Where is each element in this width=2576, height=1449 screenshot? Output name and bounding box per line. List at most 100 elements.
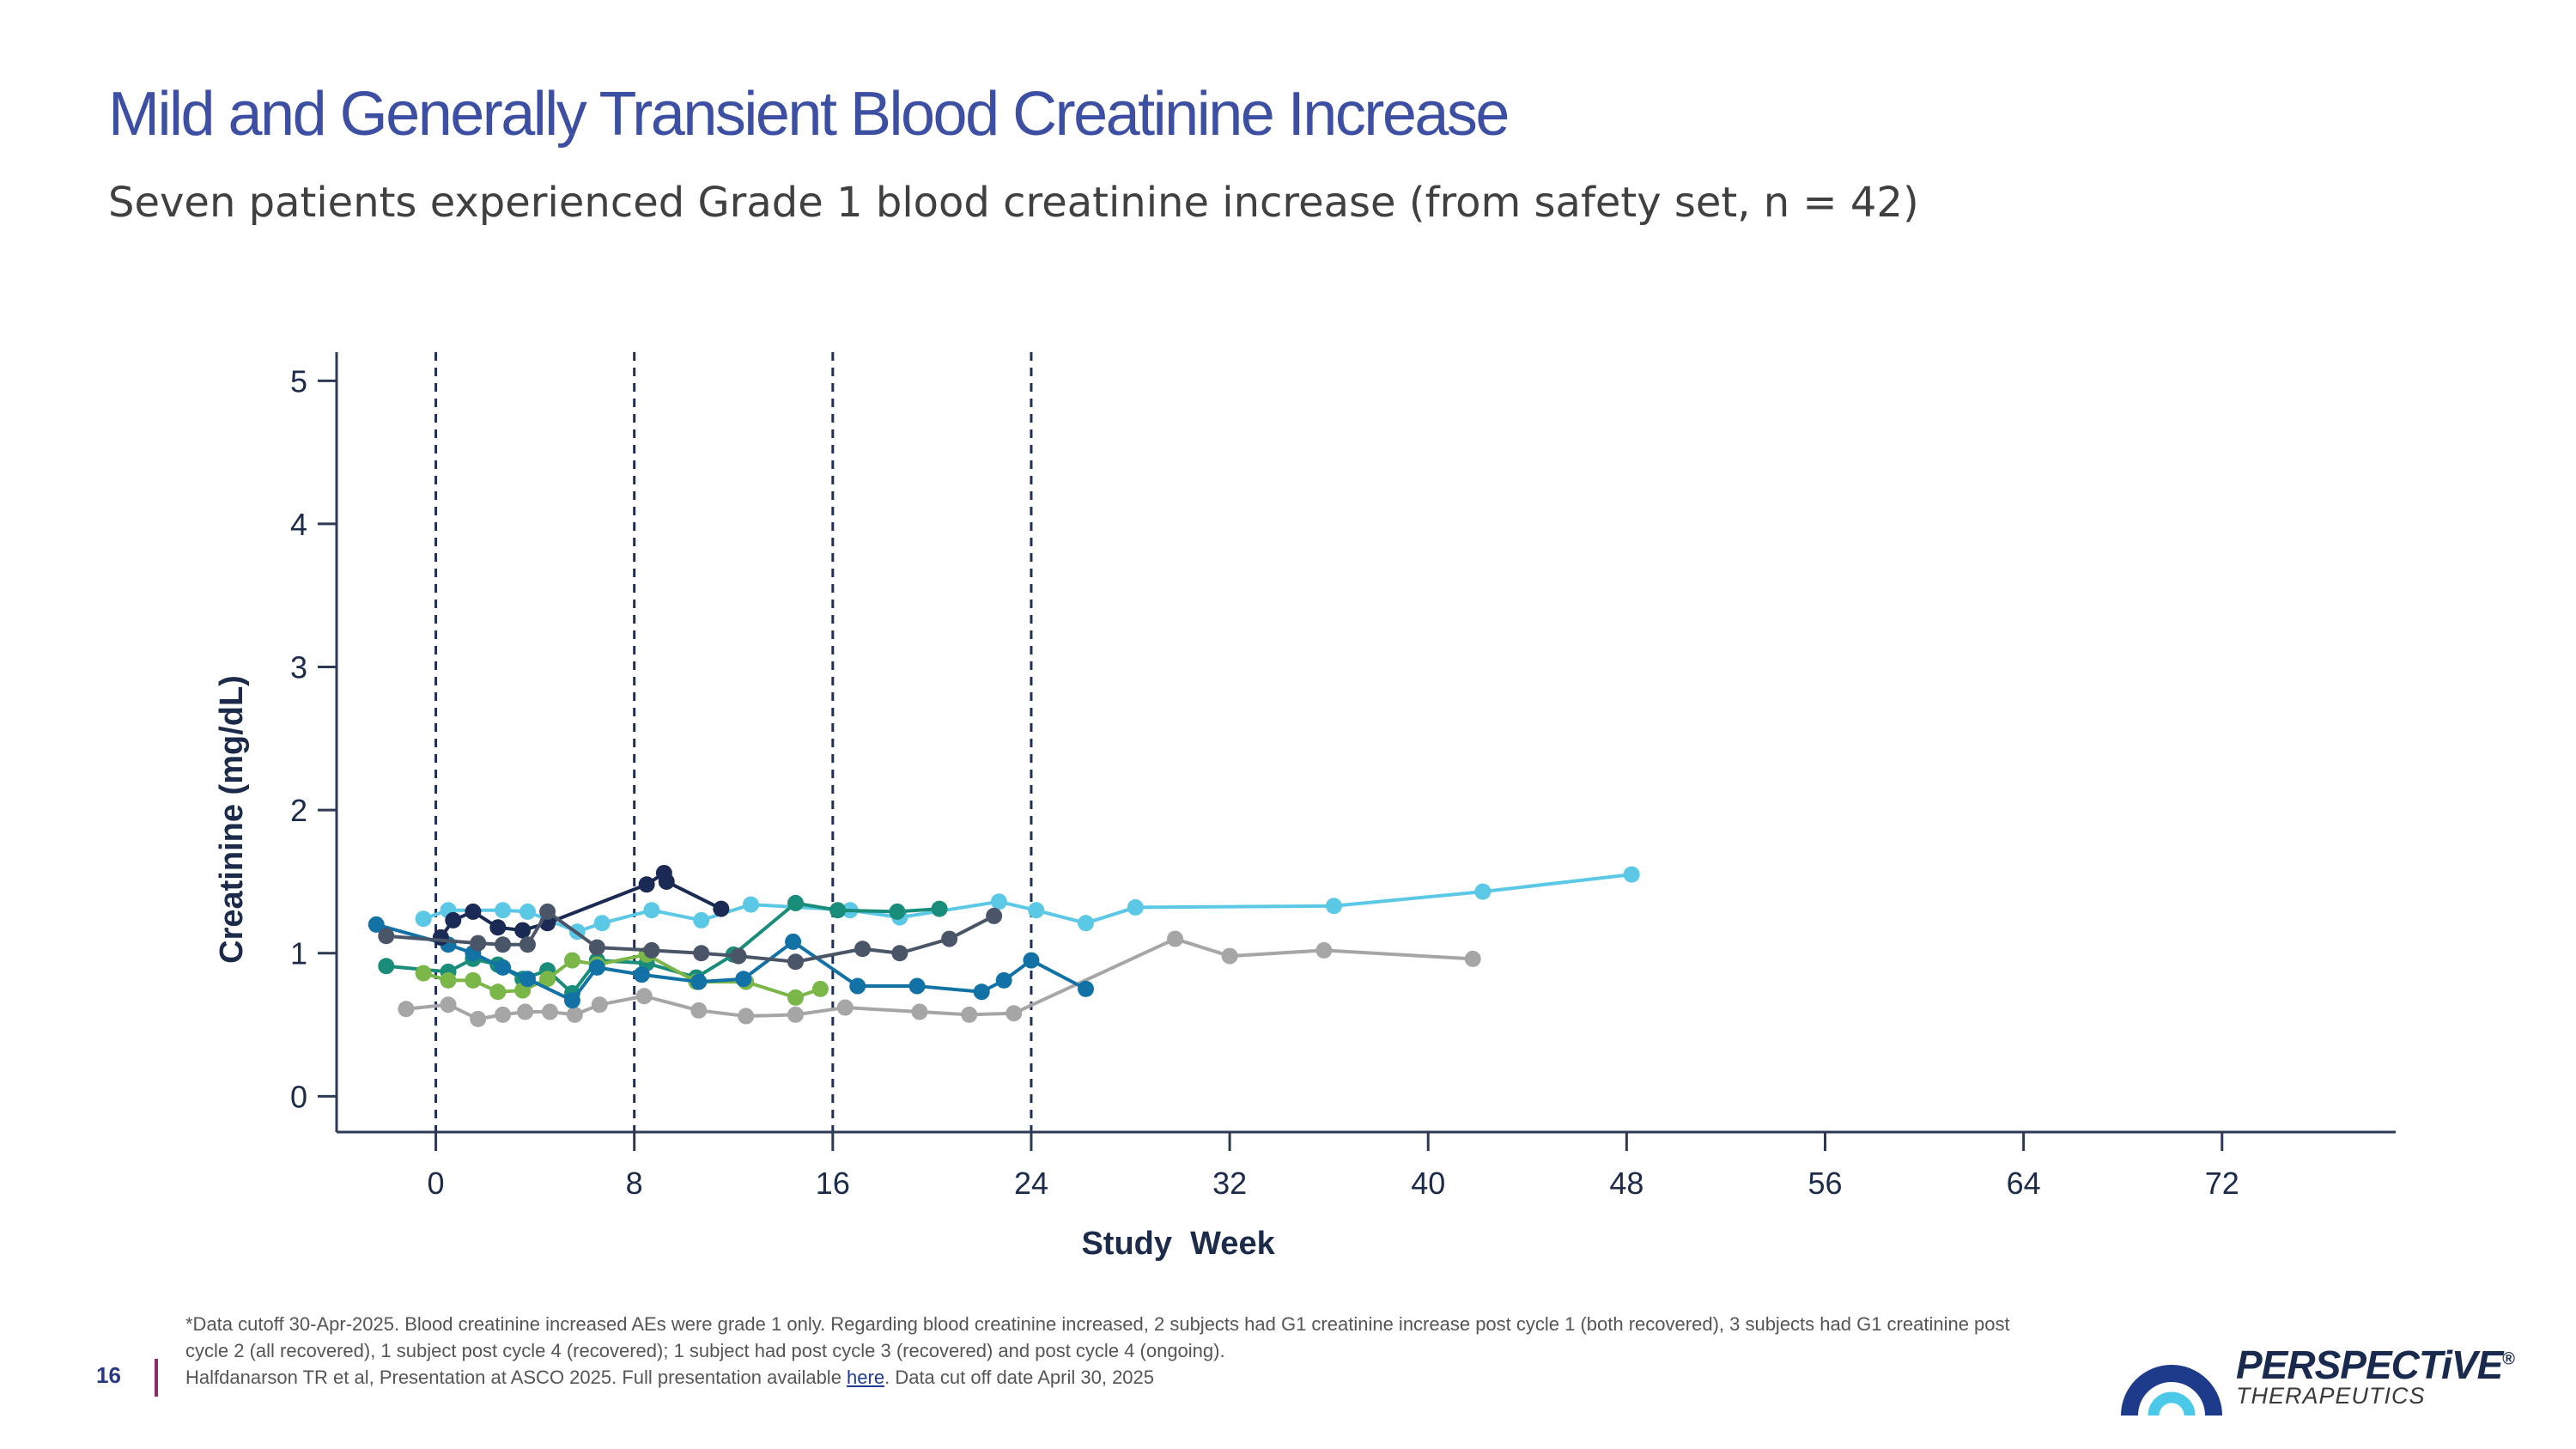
data-point xyxy=(891,945,908,962)
data-point xyxy=(541,1003,558,1020)
company-logo-wordmark: PERSPECTiVE® xyxy=(2236,1342,2515,1388)
data-point xyxy=(735,971,752,988)
data-point xyxy=(738,1008,755,1025)
y-tick-label: 4 xyxy=(290,507,307,542)
company-logo-subtitle: THERAPEUTICS xyxy=(2236,1383,2426,1409)
brand-name: PERSPECTiVE xyxy=(2236,1342,2503,1387)
data-point xyxy=(432,928,449,946)
axes xyxy=(335,352,2396,1134)
series-patient-1 xyxy=(415,866,1640,941)
data-point xyxy=(730,947,747,965)
data-point xyxy=(690,1002,708,1019)
x-tick-label: 32 xyxy=(1212,1166,1247,1201)
data-point xyxy=(563,992,580,1009)
series-patient-2 xyxy=(398,930,1481,1027)
data-point xyxy=(1325,898,1342,915)
data-point xyxy=(643,941,660,959)
data-point xyxy=(1464,950,1481,967)
data-point xyxy=(931,900,948,917)
data-point xyxy=(785,933,802,950)
data-point xyxy=(470,1010,487,1027)
data-point xyxy=(495,1006,512,1023)
data-point xyxy=(519,903,536,920)
data-point xyxy=(415,910,432,928)
data-point xyxy=(1127,898,1144,916)
data-point xyxy=(1005,1005,1023,1022)
data-point xyxy=(1315,941,1333,959)
data-point xyxy=(854,941,872,958)
data-point xyxy=(693,911,710,928)
data-point xyxy=(563,952,580,969)
data-point xyxy=(519,971,536,988)
data-point xyxy=(693,945,710,962)
data-point xyxy=(517,1003,534,1020)
data-point xyxy=(378,958,395,975)
data-point xyxy=(829,902,847,919)
data-point xyxy=(1623,866,1640,883)
data-point xyxy=(1078,980,1095,997)
page-number: 16 xyxy=(96,1362,121,1388)
data-point xyxy=(495,959,512,976)
data-point xyxy=(495,902,512,919)
data-point xyxy=(973,983,990,1001)
data-point xyxy=(911,1003,928,1020)
x-tick-label: 72 xyxy=(2205,1166,2239,1201)
data-point xyxy=(1221,947,1238,965)
footnote-line-2: Halfdanarson TR et al, Presentation at A… xyxy=(185,1364,2057,1391)
data-point xyxy=(742,896,759,913)
creatinine-line-chart: 0 8 16 24 32 40 48 56 64 72 0 1 2 3 4 5 Study Week Cre… xyxy=(214,352,2396,1262)
data-point xyxy=(986,907,1003,924)
data-point xyxy=(539,971,556,988)
data-point xyxy=(658,873,675,890)
y-tick-label: 5 xyxy=(290,363,307,399)
page-title: Mild and Generally Transient Blood Creat… xyxy=(108,80,1510,149)
registered-mark: ® xyxy=(2502,1349,2515,1369)
x-tick-label: 40 xyxy=(1411,1166,1445,1201)
series-layer xyxy=(368,864,1640,1027)
data-point xyxy=(643,902,660,919)
data-point xyxy=(588,939,605,956)
data-point xyxy=(519,936,536,953)
y-tick-label: 1 xyxy=(290,936,307,971)
series-patient-6 xyxy=(432,864,730,946)
data-point xyxy=(1167,930,1184,947)
data-point xyxy=(787,894,804,911)
data-point xyxy=(489,919,507,936)
data-point xyxy=(635,988,653,1005)
data-point xyxy=(566,1006,583,1023)
data-point xyxy=(495,936,512,953)
data-point xyxy=(811,980,829,997)
data-point xyxy=(593,915,611,932)
data-point xyxy=(368,916,385,933)
footnote-line-1: *Data cutoff 30-Apr-2025. Blood creatini… xyxy=(185,1313,2010,1361)
data-point xyxy=(889,903,906,920)
data-point xyxy=(836,999,854,1016)
data-point xyxy=(539,903,556,920)
x-axis-label: Study Week xyxy=(1081,1226,1275,1262)
data-point xyxy=(415,965,432,982)
x-tick-label: 24 xyxy=(1014,1166,1048,1201)
data-point xyxy=(378,928,395,945)
data-point xyxy=(440,971,457,989)
data-point xyxy=(941,930,958,947)
x-tick-label: 48 xyxy=(1609,1166,1643,1201)
data-point xyxy=(440,996,457,1014)
citation-text: Halfdanarson TR et al, Presentation at A… xyxy=(185,1367,848,1388)
data-point xyxy=(787,1006,804,1023)
data-point xyxy=(1474,883,1492,900)
data-point xyxy=(1078,915,1095,932)
data-point xyxy=(690,973,708,990)
x-tick-label: 16 xyxy=(816,1166,850,1201)
page-number-divider xyxy=(155,1359,158,1397)
data-point xyxy=(591,996,608,1014)
cycle-reference-lines xyxy=(434,352,1033,1132)
y-axis-label: Creatinine (mg/dL) xyxy=(214,675,250,964)
data-point xyxy=(995,971,1012,989)
data-point xyxy=(908,977,926,995)
presentation-link[interactable]: here xyxy=(847,1367,885,1388)
data-point xyxy=(787,953,804,971)
x-tick-label: 56 xyxy=(1807,1166,1842,1201)
data-point xyxy=(514,922,532,939)
data-point xyxy=(588,959,605,976)
company-logo-icon xyxy=(2121,1365,2222,1416)
